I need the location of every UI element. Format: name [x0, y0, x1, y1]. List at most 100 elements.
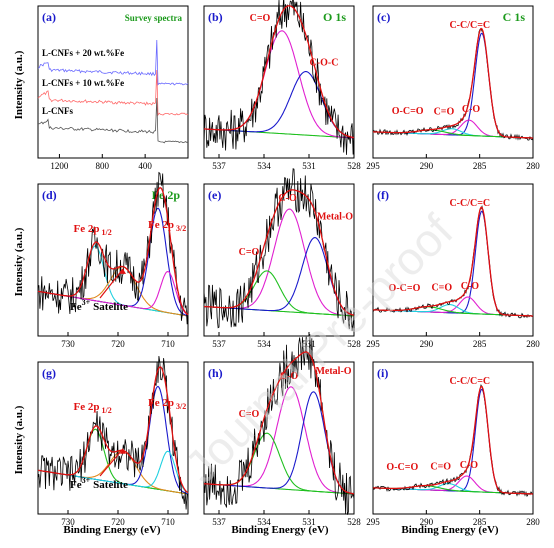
- fit-envelope: [372, 206, 533, 317]
- x-tick-label: 295: [366, 161, 380, 171]
- x-tick-label: 290: [420, 517, 434, 527]
- plot-frame: [37, 361, 189, 515]
- x-tick-label: 290: [420, 339, 434, 349]
- x-tick-label: 285: [473, 517, 487, 527]
- panel-label: (g): [42, 366, 56, 380]
- peak-label: C=O: [239, 247, 260, 258]
- fit-envelope: [372, 27, 533, 139]
- y-axis-label-row-3: Intensity (a.u.): [13, 405, 25, 474]
- panel-g: 730 720 710 (g) Fe 2p 1/2 Fe 2p 3/2 Fe3+ Satelite: [37, 355, 189, 527]
- x-tick-label: 531: [302, 517, 316, 527]
- x-tick-label: 537: [212, 161, 226, 171]
- x-tick-label: 295: [366, 339, 380, 349]
- fit-envelope: [203, 5, 355, 139]
- y-axis-label-row-2: Intensity (a.u.): [13, 227, 25, 296]
- satellite-label: Fe3+ Satelite: [70, 476, 128, 491]
- fit-envelope: [203, 351, 355, 495]
- raw-spectrum: [37, 355, 188, 510]
- plot-frame: [372, 5, 534, 159]
- series-label: L-CNFs + 10 wt.%Fe: [42, 78, 124, 88]
- panel-d: 730 720 710 (d) Fe 2p Fe 2p 1/2 Fe 2p 3/2 Fe3+ Sat…: [37, 171, 189, 349]
- raw-spectrum: [203, 168, 355, 332]
- fe-peak-label: Fe 2p 1/2: [74, 401, 112, 415]
- raw-spectrum: [372, 27, 534, 141]
- fe-peak-label: Fe 2p 3/2: [148, 219, 186, 233]
- x-tick-label: 1200: [50, 161, 69, 171]
- x-axis-label-col-2: Binding Energy (eV): [231, 524, 329, 536]
- x-tick-label: 537: [212, 339, 226, 349]
- peak-label: O-C=O: [389, 283, 421, 294]
- satellite-label: Fe3+ Satelite: [70, 298, 128, 313]
- peak-label: C-O: [280, 371, 299, 382]
- panel-label: (f): [377, 188, 389, 202]
- panel-h: 537 534 531 528 (h) C-O C=O Metal-O: [203, 334, 361, 527]
- panel-title: C 1s: [503, 10, 526, 24]
- panel-a: 1200 800 400 (a) Survey spectra L-CNFs + 20 w…: [37, 5, 189, 171]
- raw-spectrum: [203, 0, 355, 155]
- panel-label: (a): [42, 10, 56, 24]
- fe-peak-label: Fe 2p 1/2: [74, 223, 112, 237]
- peak-label: C-C/C=C: [449, 376, 490, 387]
- x-tick-label: 534: [257, 517, 271, 527]
- panel-label: (c): [377, 10, 390, 24]
- fit-envelope: [203, 189, 355, 316]
- satellite-arrow-head: [120, 448, 126, 454]
- x-tick-label: 528: [347, 339, 361, 349]
- x-tick-label: 710: [161, 517, 175, 527]
- peak-label: C=O: [431, 283, 452, 294]
- fit-envelope: [372, 385, 533, 495]
- x-axis-label-col-3: Binding Energy (eV): [401, 524, 499, 536]
- x-tick-label: 285: [473, 339, 487, 349]
- x-tick-label: 537: [212, 517, 226, 527]
- x-tick-label: 285: [473, 161, 487, 171]
- peak-label: C=O: [434, 107, 455, 118]
- panel-label: (e): [208, 188, 221, 202]
- peak-label: C-C/C=C: [449, 20, 490, 31]
- fe-peak-label: Fe 2p 3/2: [148, 397, 186, 411]
- x-tick-label: 531: [302, 339, 316, 349]
- panel-label: (b): [208, 10, 223, 24]
- peak-label: C-C/C=C: [449, 198, 490, 209]
- x-tick-label: 534: [257, 161, 271, 171]
- peak-label: O-C=O: [386, 462, 418, 473]
- survey-series-line: [37, 39, 189, 86]
- x-axis-label-col-1: Binding Energy (eV): [63, 524, 161, 536]
- x-tick-label: 531: [302, 161, 316, 171]
- panel-b: 537 534 531 528 (b) O 1s C=O C-O-C: [203, 0, 361, 171]
- panel-title: Fe 2p: [152, 188, 181, 202]
- x-tick-label: 710: [161, 339, 175, 349]
- peak-label: C=O: [430, 462, 451, 473]
- plot-frame: [203, 361, 355, 515]
- panel-label: (h): [208, 366, 223, 380]
- plot-frame: [372, 361, 534, 515]
- survey-series-line: [37, 69, 189, 117]
- panel-title: O 1s: [323, 10, 346, 24]
- series-label: L-CNFs + 20 wt.%Fe: [42, 48, 124, 58]
- x-tick-label: 800: [96, 161, 110, 171]
- x-tick-label: 720: [111, 339, 125, 349]
- x-tick-label: 528: [347, 517, 361, 527]
- panel-title: Survey spectra: [125, 13, 183, 23]
- fit-component: [372, 388, 533, 495]
- fit-component: [372, 32, 533, 139]
- satellite-arrow-head: [120, 268, 126, 274]
- panel-e: 537 534 531 528 (e) C-O C=O Metal-O: [203, 168, 361, 349]
- peak-label: C-O: [460, 460, 479, 471]
- panel-label: (d): [42, 188, 57, 202]
- peak-label: Metal-O: [317, 212, 353, 223]
- panel-label: (i): [377, 366, 388, 380]
- survey-series-line: [37, 97, 189, 144]
- panel-c: 295 290 285 280 (c) C 1s C-C/C=C C-O C=O O-C=O: [366, 5, 540, 171]
- peak-label: C=O: [250, 13, 271, 24]
- x-tick-label: 295: [366, 517, 380, 527]
- fit-envelope: [37, 187, 189, 316]
- x-tick-label: 720: [111, 517, 125, 527]
- peak-label: C-O-C: [310, 58, 339, 69]
- fit-envelope: [37, 366, 189, 494]
- plot-frame: [37, 183, 189, 337]
- x-tick-label: 730: [61, 517, 75, 527]
- satellite-arrow: [99, 268, 124, 299]
- peak-label: C=O: [239, 409, 260, 420]
- plot-frame: [37, 5, 189, 159]
